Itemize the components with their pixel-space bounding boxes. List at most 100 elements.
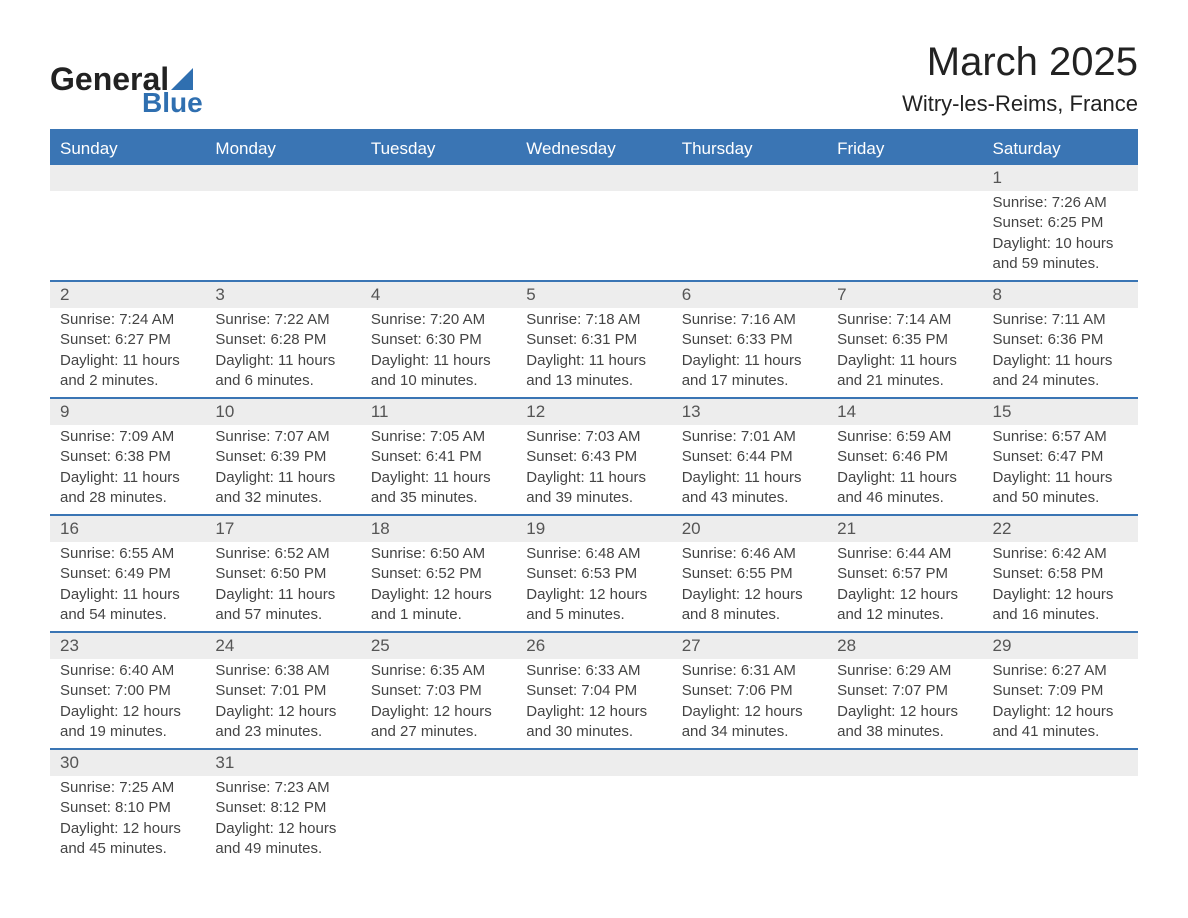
- day-header: Thursday: [672, 133, 827, 165]
- day-number: 10: [205, 399, 360, 425]
- day-detail: [361, 776, 516, 865]
- day-number: [361, 165, 516, 191]
- day-header: Wednesday: [516, 133, 671, 165]
- sunrise-text: Sunrise: 6:48 AM: [526, 544, 661, 564]
- day-detail: Sunrise: 7:14 AMSunset: 6:35 PMDaylight:…: [827, 308, 982, 397]
- day-detail: Sunrise: 6:57 AMSunset: 6:47 PMDaylight:…: [983, 425, 1138, 514]
- day-number: 17: [205, 516, 360, 542]
- day-detail: Sunrise: 7:20 AMSunset: 6:30 PMDaylight:…: [361, 308, 516, 397]
- day-number: 3: [205, 282, 360, 308]
- daylight-text: Daylight: 11 hours and 43 minutes.: [682, 468, 817, 509]
- day-number-row: 9101112131415: [50, 399, 1138, 425]
- sunrise-text: Sunrise: 7:05 AM: [371, 427, 506, 447]
- daylight-text: Daylight: 12 hours and 16 minutes.: [993, 585, 1128, 626]
- sunset-text: Sunset: 6:25 PM: [993, 213, 1128, 233]
- day-number: [672, 165, 827, 191]
- sunset-text: Sunset: 7:03 PM: [371, 681, 506, 701]
- calendar-week: 16171819202122Sunrise: 6:55 AMSunset: 6:…: [50, 514, 1138, 631]
- sunset-text: Sunset: 7:00 PM: [60, 681, 195, 701]
- logo: General Blue: [50, 63, 203, 117]
- daylight-text: Daylight: 12 hours and 12 minutes.: [837, 585, 972, 626]
- sunrise-text: Sunrise: 6:42 AM: [993, 544, 1128, 564]
- day-number: 29: [983, 633, 1138, 659]
- day-header: Monday: [205, 133, 360, 165]
- daylight-text: Daylight: 12 hours and 30 minutes.: [526, 702, 661, 743]
- sunset-text: Sunset: 6:36 PM: [993, 330, 1128, 350]
- day-detail-row: Sunrise: 7:25 AMSunset: 8:10 PMDaylight:…: [50, 776, 1138, 865]
- day-number: 9: [50, 399, 205, 425]
- sunset-text: Sunset: 6:58 PM: [993, 564, 1128, 584]
- sunset-text: Sunset: 6:46 PM: [837, 447, 972, 467]
- daylight-text: Daylight: 12 hours and 38 minutes.: [837, 702, 972, 743]
- day-detail: Sunrise: 6:40 AMSunset: 7:00 PMDaylight:…: [50, 659, 205, 748]
- day-number: 8: [983, 282, 1138, 308]
- sunset-text: Sunset: 6:57 PM: [837, 564, 972, 584]
- sunrise-text: Sunrise: 6:35 AM: [371, 661, 506, 681]
- day-number: 6: [672, 282, 827, 308]
- day-detail: Sunrise: 7:11 AMSunset: 6:36 PMDaylight:…: [983, 308, 1138, 397]
- day-detail: [50, 191, 205, 280]
- day-detail: Sunrise: 7:26 AMSunset: 6:25 PMDaylight:…: [983, 191, 1138, 280]
- sunrise-text: Sunrise: 6:52 AM: [215, 544, 350, 564]
- sunrise-text: Sunrise: 7:24 AM: [60, 310, 195, 330]
- calendar-week: 2345678Sunrise: 7:24 AMSunset: 6:27 PMDa…: [50, 280, 1138, 397]
- day-detail-row: Sunrise: 6:40 AMSunset: 7:00 PM Daylight:…: [50, 659, 1138, 748]
- sunset-text: Sunset: 6:35 PM: [837, 330, 972, 350]
- day-number: [516, 165, 671, 191]
- day-detail: Sunrise: 7:25 AMSunset: 8:10 PMDaylight:…: [50, 776, 205, 865]
- day-number: 12: [516, 399, 671, 425]
- sunrise-text: Sunrise: 6:46 AM: [682, 544, 817, 564]
- day-header: Saturday: [983, 133, 1138, 165]
- day-detail: [672, 191, 827, 280]
- daylight-text: Daylight: 11 hours and 39 minutes.: [526, 468, 661, 509]
- day-detail: [827, 191, 982, 280]
- header: General Blue March 2025 Witry-les-Reims,…: [50, 40, 1138, 117]
- day-detail: Sunrise: 7:03 AMSunset: 6:43 PMDaylight:…: [516, 425, 671, 514]
- sunset-text: Sunset: 8:10 PM: [60, 798, 195, 818]
- daylight-text: Daylight: 11 hours and 46 minutes.: [837, 468, 972, 509]
- calendar-week: 1Sunrise: 7:26 AMSunset: 6:25 PMDaylight…: [50, 165, 1138, 280]
- day-detail: Sunrise: 6:46 AMSunset: 6:55 PMDaylight:…: [672, 542, 827, 631]
- day-number: 16: [50, 516, 205, 542]
- sunrise-text: Sunrise: 6:40 AM: [60, 661, 195, 681]
- day-number-row: 23242526272829: [50, 633, 1138, 659]
- sunset-text: Sunset: 7:01 PM: [215, 681, 350, 701]
- day-number: [205, 165, 360, 191]
- day-header: Friday: [827, 133, 982, 165]
- day-detail: Sunrise: 7:23 AMSunset: 8:12 PMDaylight:…: [205, 776, 360, 865]
- day-detail: [983, 776, 1138, 865]
- day-detail-row: Sunrise: 6:55 AMSunset: 6:49 PMDaylight:…: [50, 542, 1138, 631]
- sunrise-text: Sunrise: 7:22 AM: [215, 310, 350, 330]
- day-number: [516, 750, 671, 776]
- sunset-text: Sunset: 6:41 PM: [371, 447, 506, 467]
- daylight-text: Daylight: 11 hours and 10 minutes.: [371, 351, 506, 392]
- day-detail: Sunrise: 6:42 AMSunset: 6:58 PMDaylight:…: [983, 542, 1138, 631]
- daylight-text: Daylight: 11 hours and 32 minutes.: [215, 468, 350, 509]
- calendar-week: 23242526272829Sunrise: 6:40 AMSunset: 7:…: [50, 631, 1138, 748]
- sunrise-text: Sunrise: 7:01 AM: [682, 427, 817, 447]
- sunset-text: Sunset: 6:30 PM: [371, 330, 506, 350]
- daylight-text: Daylight: 12 hours and 27 minutes.: [371, 702, 506, 743]
- day-number: 21: [827, 516, 982, 542]
- sunrise-text: Sunrise: 6:29 AM: [837, 661, 972, 681]
- day-detail: [516, 191, 671, 280]
- day-number: 25: [361, 633, 516, 659]
- daylight-text: Daylight: 12 hours and 45 minutes.: [60, 819, 195, 860]
- page-title: March 2025: [902, 40, 1138, 85]
- day-detail: Sunrise: 6:31 AMSunset: 7:06 PMDaylight:…: [672, 659, 827, 748]
- day-number: 19: [516, 516, 671, 542]
- sunrise-text: Sunrise: 7:20 AM: [371, 310, 506, 330]
- day-number: 18: [361, 516, 516, 542]
- daylight-text: Daylight: 11 hours and 13 minutes.: [526, 351, 661, 392]
- sunset-text: Sunset: 6:43 PM: [526, 447, 661, 467]
- day-number: 14: [827, 399, 982, 425]
- sunset-text: Sunset: 6:47 PM: [993, 447, 1128, 467]
- daylight-text: Daylight: 11 hours and 50 minutes.: [993, 468, 1128, 509]
- daylight-text: Daylight: 11 hours and 54 minutes.: [60, 585, 195, 626]
- sunset-text: Sunset: 7:07 PM: [837, 681, 972, 701]
- day-detail: [672, 776, 827, 865]
- sunset-text: Sunset: 6:44 PM: [682, 447, 817, 467]
- sunrise-text: Sunrise: 7:18 AM: [526, 310, 661, 330]
- sunrise-text: Sunrise: 6:57 AM: [993, 427, 1128, 447]
- day-number: 11: [361, 399, 516, 425]
